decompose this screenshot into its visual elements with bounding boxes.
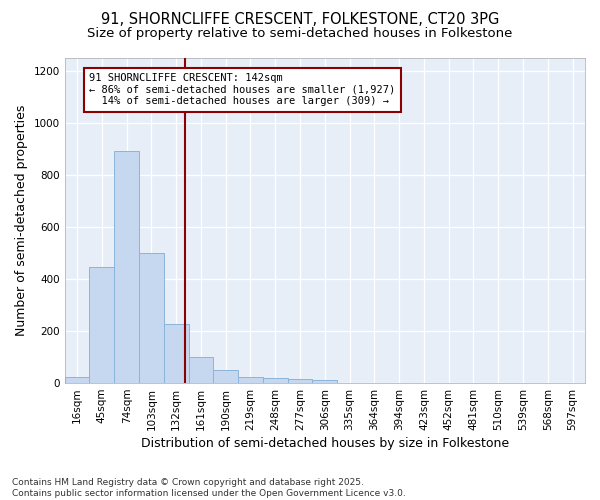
Bar xyxy=(89,267,114,383)
Bar xyxy=(238,376,263,383)
Bar xyxy=(114,152,139,383)
Text: 91 SHORNCLIFFE CRESCENT: 142sqm
← 86% of semi-detached houses are smaller (1,927: 91 SHORNCLIFFE CRESCENT: 142sqm ← 86% of… xyxy=(89,73,395,106)
Text: Size of property relative to semi-detached houses in Folkestone: Size of property relative to semi-detach… xyxy=(88,28,512,40)
Text: Contains HM Land Registry data © Crown copyright and database right 2025.
Contai: Contains HM Land Registry data © Crown c… xyxy=(12,478,406,498)
Bar xyxy=(263,378,287,383)
Bar xyxy=(65,376,89,383)
Bar xyxy=(188,357,214,383)
Bar xyxy=(214,370,238,383)
Text: 91, SHORNCLIFFE CRESCENT, FOLKESTONE, CT20 3PG: 91, SHORNCLIFFE CRESCENT, FOLKESTONE, CT… xyxy=(101,12,499,28)
X-axis label: Distribution of semi-detached houses by size in Folkestone: Distribution of semi-detached houses by … xyxy=(141,437,509,450)
Bar xyxy=(287,379,313,383)
Y-axis label: Number of semi-detached properties: Number of semi-detached properties xyxy=(15,104,28,336)
Bar xyxy=(164,324,188,383)
Bar xyxy=(139,253,164,383)
Bar xyxy=(313,380,337,383)
